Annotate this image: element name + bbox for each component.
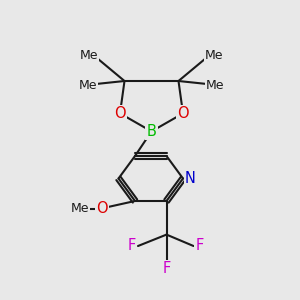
Text: Me: Me <box>78 79 97 92</box>
Text: F: F <box>128 238 136 253</box>
Text: Me: Me <box>80 49 98 62</box>
Text: Me: Me <box>205 49 223 62</box>
Text: O: O <box>177 106 189 121</box>
Text: F: F <box>195 238 204 253</box>
Text: N: N <box>185 171 196 186</box>
Text: Me: Me <box>70 202 89 215</box>
Text: O: O <box>114 106 126 121</box>
Text: F: F <box>162 261 171 276</box>
Text: B: B <box>147 124 156 139</box>
Text: O: O <box>96 201 108 216</box>
Text: Me: Me <box>206 79 225 92</box>
